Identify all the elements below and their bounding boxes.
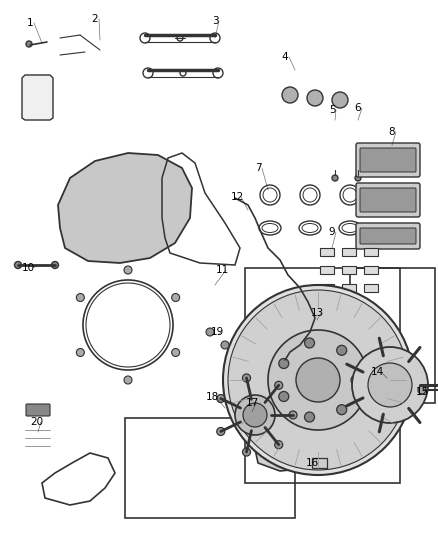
Text: 3: 3 bbox=[212, 16, 218, 26]
Text: 12: 12 bbox=[230, 192, 244, 202]
Circle shape bbox=[268, 330, 368, 430]
Text: 17: 17 bbox=[245, 398, 258, 408]
Circle shape bbox=[26, 41, 32, 47]
Circle shape bbox=[304, 338, 314, 348]
Text: 5: 5 bbox=[328, 105, 336, 115]
Bar bbox=[364, 248, 378, 256]
FancyBboxPatch shape bbox=[360, 148, 416, 172]
Text: 9: 9 bbox=[328, 227, 336, 237]
Circle shape bbox=[332, 175, 338, 181]
Text: 2: 2 bbox=[92, 14, 98, 24]
Circle shape bbox=[76, 294, 85, 302]
Bar bbox=[320, 248, 334, 256]
Circle shape bbox=[307, 90, 323, 106]
Text: 19: 19 bbox=[210, 327, 224, 337]
Text: 4: 4 bbox=[282, 52, 288, 62]
Circle shape bbox=[223, 285, 413, 475]
Text: 10: 10 bbox=[21, 263, 35, 273]
Text: 15: 15 bbox=[415, 387, 429, 397]
Circle shape bbox=[282, 87, 298, 103]
Text: 6: 6 bbox=[355, 103, 361, 113]
FancyBboxPatch shape bbox=[26, 404, 50, 416]
Circle shape bbox=[355, 175, 361, 181]
Bar bbox=[364, 284, 378, 292]
Polygon shape bbox=[58, 153, 192, 263]
Bar bbox=[320, 284, 334, 292]
Bar bbox=[342, 284, 356, 292]
Bar bbox=[342, 248, 356, 256]
Circle shape bbox=[76, 349, 85, 357]
FancyBboxPatch shape bbox=[360, 228, 416, 244]
Circle shape bbox=[221, 341, 229, 349]
Text: 7: 7 bbox=[254, 163, 261, 173]
Circle shape bbox=[124, 266, 132, 274]
Polygon shape bbox=[22, 75, 53, 120]
Circle shape bbox=[296, 358, 340, 402]
Circle shape bbox=[83, 280, 173, 370]
Text: 11: 11 bbox=[215, 265, 229, 275]
Circle shape bbox=[280, 355, 290, 365]
Circle shape bbox=[172, 349, 180, 357]
Circle shape bbox=[337, 405, 347, 415]
Circle shape bbox=[124, 376, 132, 384]
Circle shape bbox=[368, 363, 412, 407]
Text: 1: 1 bbox=[27, 18, 33, 28]
Bar bbox=[364, 266, 378, 274]
FancyBboxPatch shape bbox=[356, 143, 420, 177]
FancyBboxPatch shape bbox=[360, 188, 416, 212]
Text: 13: 13 bbox=[311, 308, 324, 318]
Circle shape bbox=[352, 347, 428, 423]
Circle shape bbox=[228, 290, 408, 470]
Bar bbox=[342, 266, 356, 274]
Circle shape bbox=[217, 427, 225, 435]
Circle shape bbox=[279, 359, 289, 368]
Circle shape bbox=[289, 411, 297, 419]
Bar bbox=[312, 458, 327, 468]
Circle shape bbox=[332, 92, 348, 108]
Circle shape bbox=[337, 345, 347, 356]
Circle shape bbox=[243, 448, 251, 456]
Bar bbox=[320, 266, 334, 274]
Circle shape bbox=[304, 412, 314, 422]
Text: 20: 20 bbox=[30, 417, 43, 427]
Circle shape bbox=[279, 391, 289, 401]
Circle shape bbox=[243, 374, 251, 382]
Circle shape bbox=[275, 381, 283, 389]
Circle shape bbox=[275, 441, 283, 449]
Circle shape bbox=[351, 375, 361, 385]
Circle shape bbox=[235, 395, 275, 435]
Circle shape bbox=[52, 262, 59, 269]
Circle shape bbox=[14, 262, 21, 269]
Circle shape bbox=[243, 403, 267, 427]
Text: 8: 8 bbox=[389, 127, 396, 137]
Text: 16: 16 bbox=[305, 458, 318, 468]
Circle shape bbox=[206, 328, 214, 336]
Text: 18: 18 bbox=[205, 392, 219, 402]
Polygon shape bbox=[252, 395, 365, 471]
Text: 14: 14 bbox=[371, 367, 384, 377]
Circle shape bbox=[217, 394, 225, 402]
FancyBboxPatch shape bbox=[356, 223, 420, 249]
Circle shape bbox=[172, 294, 180, 302]
FancyBboxPatch shape bbox=[356, 183, 420, 217]
Circle shape bbox=[418, 386, 426, 394]
